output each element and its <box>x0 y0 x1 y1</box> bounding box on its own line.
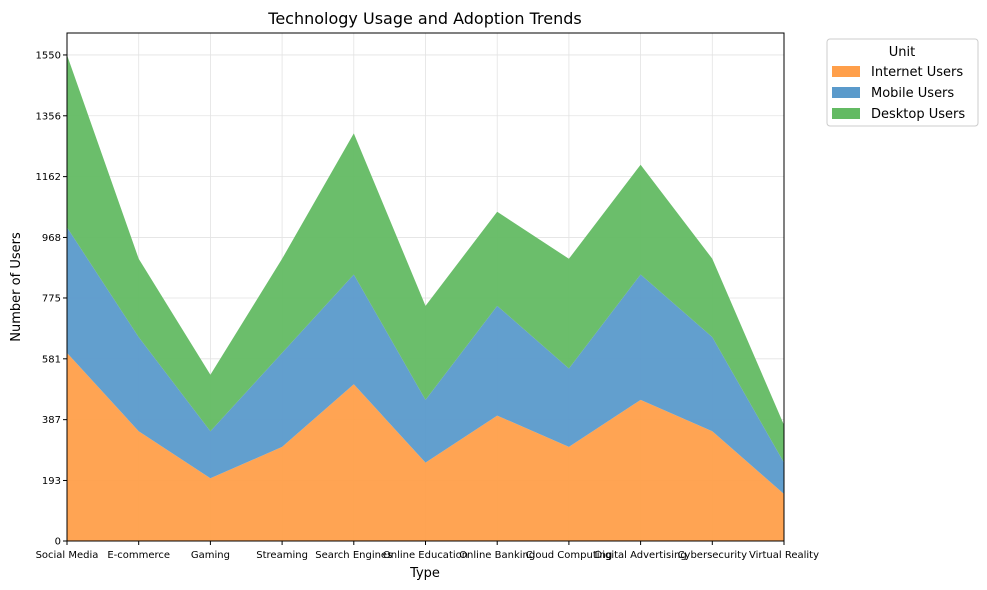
chart-title: Technology Usage and Adoption Trends <box>267 9 581 28</box>
x-tick-label: Cybersecurity <box>678 550 748 561</box>
x-tick-label: Social Media <box>36 550 99 561</box>
y-tick-label: 193 <box>42 476 61 487</box>
x-tick-label: Gaming <box>191 550 230 561</box>
axes: 0 193 387 581 775 968 1162 1356 1550 Social Media… <box>36 32 819 561</box>
x-tick-label: Online Banking <box>459 550 535 561</box>
area-internet-users <box>67 352 784 541</box>
y-tick-label: 0 <box>55 537 61 548</box>
y-tick-label: 1356 <box>36 111 61 122</box>
x-tick-label: Streaming <box>256 550 308 561</box>
y-tick-label: 581 <box>42 354 61 365</box>
x-tick-label: Online Education <box>383 550 468 561</box>
x-axis-title: Type <box>409 566 440 581</box>
area-desktop-users <box>67 54 784 463</box>
legend-swatch-mobile-users <box>832 87 860 98</box>
area-mobile-users <box>67 227 784 494</box>
y-tick-label: 1550 <box>36 50 61 61</box>
x-tick-label: E-commerce <box>107 550 170 561</box>
legend-title: Unit <box>889 45 915 60</box>
y-tick-label: 387 <box>42 415 61 426</box>
area-series-group <box>67 54 784 541</box>
legend: Unit Internet Users Mobile Users Desktop U… <box>826 38 979 127</box>
legend-frame <box>826 38 979 127</box>
legend-swatch-internet-users <box>832 66 860 77</box>
y-tick-label: 968 <box>42 233 61 244</box>
legend-label-internet-users: Internet Users <box>871 65 963 80</box>
x-tick-label: Search Engines <box>315 550 392 561</box>
y-tick-label: 1162 <box>36 172 61 183</box>
y-axis-title: Number of Users <box>9 232 24 342</box>
x-tick-label: Digital Advertising <box>595 550 687 561</box>
x-tick-label: Cloud Computing <box>526 550 613 561</box>
legend-label-mobile-users: Mobile Users <box>871 86 954 101</box>
legend-label-desktop-users: Desktop Users <box>871 107 965 122</box>
y-tick-label: 775 <box>42 293 61 304</box>
x-tick-label: Virtual Reality <box>749 550 819 561</box>
legend-swatch-desktop-users <box>832 108 860 119</box>
